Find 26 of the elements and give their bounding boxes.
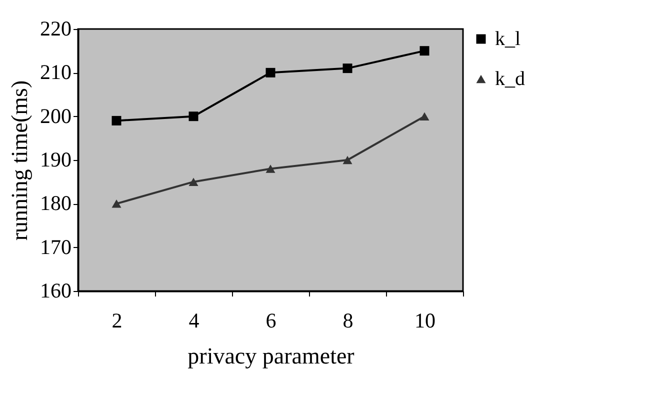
point: [420, 112, 430, 120]
x-tick-label: 4: [188, 308, 200, 332]
legend-label: k_l: [495, 28, 521, 50]
y-tick-label: 220: [40, 16, 72, 40]
point: [266, 68, 276, 78]
y-tick-label: 170: [40, 234, 72, 259]
x-tick-label: 8: [342, 308, 354, 332]
point: [266, 164, 276, 173]
point: [342, 64, 352, 74]
x-tick-label: 10: [414, 308, 436, 332]
point: [342, 156, 352, 164]
legend-label: k_d: [495, 68, 525, 90]
y-tick-label: 210: [40, 60, 72, 84]
point: [188, 112, 198, 122]
y-tick-label: 160: [40, 278, 72, 302]
x-axis-title: privacy parameter: [188, 344, 355, 368]
x-tick-label: 2: [112, 308, 122, 332]
point: [420, 46, 430, 56]
y-axis-title: running time(ms): [7, 80, 32, 241]
y-tick-label: 180: [40, 191, 72, 216]
y-tick-label: 200: [40, 104, 72, 128]
point: [112, 116, 122, 126]
point: [112, 200, 122, 208]
point: [188, 178, 198, 186]
x-tick-label: 6: [266, 308, 276, 332]
y-tick-label: 190: [40, 148, 72, 172]
